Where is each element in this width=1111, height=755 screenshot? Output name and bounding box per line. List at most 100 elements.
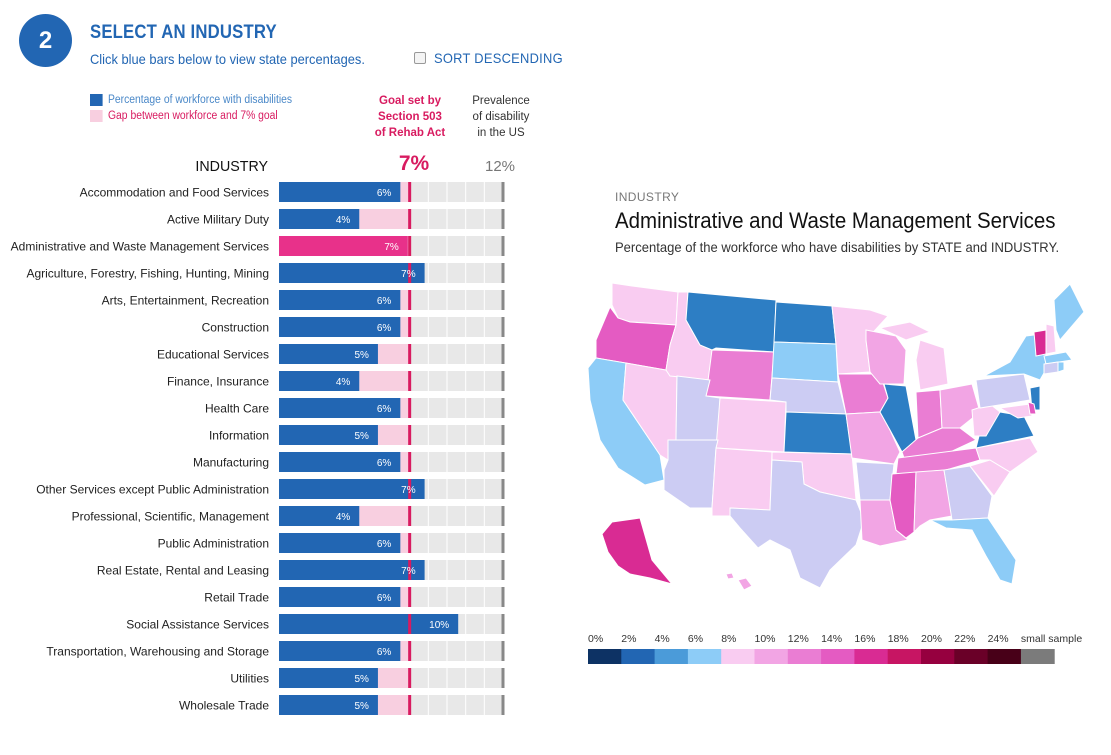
category-label[interactable]: Transportation, Warehousing and Storage — [46, 645, 269, 659]
state-indiana[interactable] — [915, 389, 943, 439]
category-label[interactable]: Finance, Insurance — [167, 375, 269, 389]
sort-descending-toggle[interactable]: SORT DESCENDING — [414, 50, 574, 66]
state-new-mexico[interactable] — [711, 447, 773, 517]
category-label[interactable]: Manufacturing — [193, 456, 269, 470]
value-bar[interactable] — [279, 317, 401, 337]
state-colorado[interactable] — [715, 397, 787, 453]
value-bar[interactable] — [279, 533, 401, 553]
state-kentucky[interactable] — [901, 427, 977, 459]
value-bar[interactable] — [279, 560, 425, 580]
value-bar[interactable] — [279, 479, 425, 499]
category-label[interactable]: Utilities — [230, 672, 269, 686]
value-bar[interactable] — [279, 668, 378, 688]
value-bar[interactable] — [279, 371, 360, 391]
state-wyoming[interactable] — [705, 349, 775, 401]
category-label[interactable]: Arts, Entertainment, Recreation — [102, 294, 269, 308]
category-label[interactable]: Real Estate, Rental and Leasing — [97, 564, 269, 578]
state-west-virginia[interactable] — [971, 403, 1001, 437]
state-alaska[interactable] — [601, 517, 674, 585]
state-connecticut[interactable] — [1043, 361, 1059, 375]
state-hawaii-island[interactable] — [725, 572, 735, 580]
state-oklahoma[interactable] — [771, 451, 857, 501]
state-hawaii[interactable] — [737, 577, 753, 591]
state-new-jersey[interactable] — [1029, 385, 1041, 411]
state-minnesota[interactable] — [831, 305, 889, 375]
state-north-dakota[interactable] — [773, 301, 837, 345]
gap-bar — [400, 533, 410, 553]
value-bar[interactable] — [279, 614, 459, 634]
state-north-carolina[interactable] — [975, 437, 1039, 473]
value-bar[interactable] — [279, 425, 378, 445]
category-label[interactable]: Professional, Scientific, Management — [72, 510, 270, 524]
value-bar[interactable] — [279, 209, 360, 229]
state-michigan[interactable] — [915, 339, 949, 391]
category-label[interactable]: Social Assistance Services — [126, 618, 269, 632]
state-maine[interactable] — [1053, 283, 1085, 341]
category-label[interactable]: Accommodation and Food Services — [80, 186, 269, 200]
state-wisconsin[interactable] — [865, 329, 907, 385]
state-arkansas[interactable] — [855, 461, 895, 501]
state-virginia[interactable] — [975, 411, 1035, 449]
category-label[interactable]: Public Administration — [158, 537, 269, 551]
value-bar[interactable] — [279, 263, 425, 283]
value-bar[interactable] — [279, 587, 401, 607]
category-label[interactable]: Educational Services — [157, 348, 269, 362]
state-iowa[interactable] — [837, 373, 889, 415]
state-new-york[interactable] — [983, 333, 1049, 381]
value-bar[interactable] — [279, 236, 408, 256]
state-michigan-upper[interactable] — [878, 321, 932, 341]
value-bar[interactable] — [279, 290, 401, 310]
state-illinois[interactable] — [879, 383, 917, 453]
scale-tick-label: 0% — [588, 633, 604, 645]
state-utah[interactable] — [675, 375, 721, 441]
category-label[interactable]: Agriculture, Forestry, Fishing, Hunting,… — [26, 267, 269, 281]
state-alabama[interactable] — [913, 469, 953, 534]
prevalence-axis-label: 12% — [484, 158, 516, 175]
state-south-dakota[interactable] — [771, 341, 839, 383]
goal-marker — [408, 425, 412, 445]
state-massachusetts[interactable] — [1043, 351, 1073, 365]
state-rhode-island[interactable] — [1057, 361, 1065, 373]
state-washington[interactable] — [611, 282, 679, 326]
category-label[interactable]: Health Care — [205, 402, 269, 416]
state-california[interactable] — [587, 357, 665, 486]
state-missouri[interactable] — [845, 411, 901, 465]
value-bar[interactable] — [279, 452, 401, 472]
sort-descending-checkbox[interactable] — [414, 52, 426, 64]
value-bar[interactable] — [279, 398, 401, 418]
state-texas[interactable] — [729, 459, 865, 589]
value-bar[interactable] — [279, 182, 401, 202]
category-label[interactable]: Construction — [202, 321, 269, 335]
category-label[interactable]: Other Services except Public Administrat… — [36, 483, 269, 497]
state-vermont[interactable] — [1033, 329, 1047, 357]
value-bar[interactable] — [279, 641, 401, 661]
state-south-carolina[interactable] — [969, 459, 1011, 497]
value-label: 6% — [377, 323, 392, 334]
state-maryland[interactable] — [998, 403, 1033, 419]
state-arizona[interactable] — [663, 439, 719, 509]
value-bar[interactable] — [279, 344, 378, 364]
sort-descending-label[interactable]: SORT DESCENDING — [434, 50, 563, 66]
value-bar[interactable] — [279, 506, 360, 526]
state-montana[interactable] — [685, 291, 777, 353]
category-label[interactable]: Active Military Duty — [167, 213, 269, 227]
state-mississippi[interactable] — [889, 471, 917, 539]
state-delaware[interactable] — [1027, 401, 1037, 415]
state-ohio[interactable] — [939, 383, 981, 429]
category-label[interactable]: Administrative and Waste Management Serv… — [11, 240, 269, 254]
state-georgia[interactable] — [943, 465, 993, 521]
category-label[interactable]: Information — [209, 429, 269, 443]
state-pennsylvania[interactable] — [975, 373, 1031, 409]
state-kansas[interactable] — [783, 411, 853, 455]
state-nevada[interactable] — [622, 362, 678, 461]
state-oregon[interactable] — [595, 305, 677, 371]
state-louisiana[interactable] — [859, 499, 910, 547]
category-label[interactable]: Retail Trade — [204, 591, 269, 605]
state-florida[interactable] — [929, 517, 1017, 585]
category-label[interactable]: Wholesale Trade — [179, 699, 269, 713]
state-nebraska[interactable] — [769, 377, 847, 415]
state-tennessee[interactable] — [895, 447, 981, 475]
state-new-hampshire[interactable] — [1045, 323, 1057, 355]
state-idaho[interactable] — [665, 291, 713, 381]
value-bar[interactable] — [279, 695, 378, 715]
